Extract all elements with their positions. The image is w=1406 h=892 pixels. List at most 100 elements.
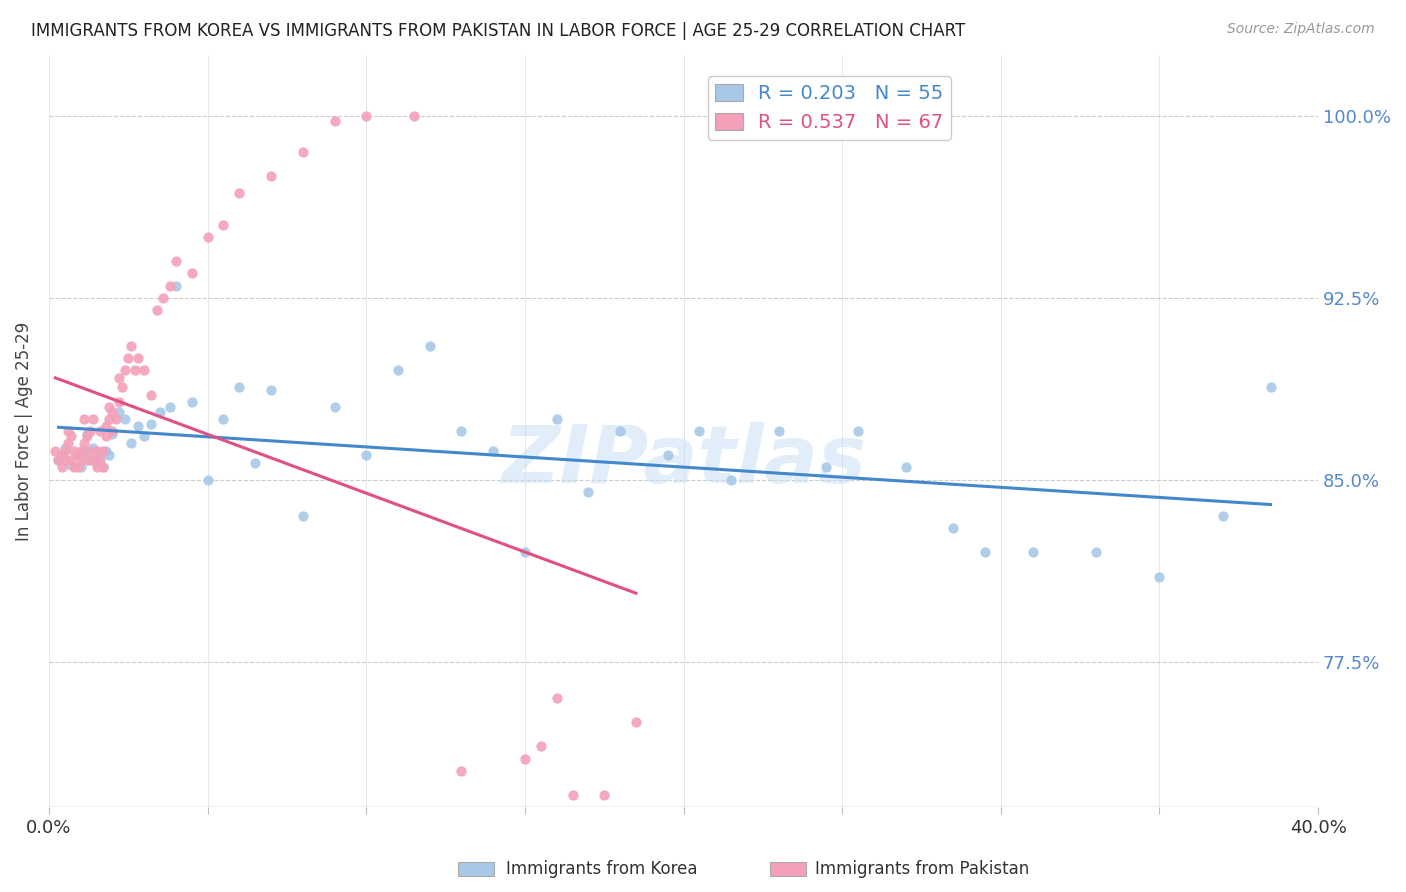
Point — [212, 218, 235, 232]
Point — [942, 521, 965, 535]
Point — [60, 458, 83, 472]
Point — [73, 443, 96, 458]
Point — [53, 443, 76, 458]
Point — [146, 302, 169, 317]
Point — [402, 109, 425, 123]
Point — [79, 443, 101, 458]
Point — [576, 484, 599, 499]
Point — [127, 419, 149, 434]
Point — [149, 405, 172, 419]
Point — [89, 424, 111, 438]
Point — [159, 278, 181, 293]
Text: Immigrants from Pakistan: Immigrants from Pakistan — [815, 860, 1029, 878]
Point — [82, 441, 104, 455]
Y-axis label: In Labor Force | Age 25-29: In Labor Force | Age 25-29 — [15, 321, 32, 541]
Point — [245, 456, 267, 470]
Point — [212, 412, 235, 426]
Point — [98, 400, 121, 414]
Point — [180, 267, 202, 281]
Point — [356, 448, 378, 462]
Point — [134, 363, 156, 377]
Point — [139, 388, 162, 402]
Point — [165, 278, 187, 293]
Point — [98, 448, 121, 462]
Point — [720, 473, 742, 487]
Point — [107, 405, 129, 419]
Point — [152, 291, 174, 305]
Point — [260, 169, 283, 184]
Point — [546, 412, 568, 426]
Point — [111, 380, 134, 394]
Point — [86, 456, 108, 470]
Point — [51, 460, 73, 475]
Point — [104, 412, 127, 426]
Point — [121, 339, 143, 353]
Point — [228, 186, 250, 201]
Point — [60, 429, 83, 443]
Point — [69, 443, 91, 458]
Point — [44, 443, 66, 458]
Text: ZIPatlas: ZIPatlas — [501, 422, 866, 500]
Point — [56, 436, 79, 450]
Point — [688, 424, 710, 438]
Text: Source: ZipAtlas.com: Source: ZipAtlas.com — [1227, 22, 1375, 37]
Point — [101, 426, 124, 441]
Point — [114, 363, 136, 377]
Point — [846, 424, 869, 438]
Point — [101, 424, 124, 438]
Point — [76, 426, 98, 441]
Point — [82, 453, 104, 467]
Point — [561, 788, 583, 802]
Point — [894, 460, 917, 475]
Point — [48, 453, 70, 467]
Point — [513, 545, 536, 559]
Point — [51, 448, 73, 462]
Point — [513, 751, 536, 765]
Point — [323, 113, 346, 128]
Point — [79, 424, 101, 438]
Point — [165, 254, 187, 268]
Point — [228, 380, 250, 394]
Legend: R = 0.203   N = 55, R = 0.537   N = 67: R = 0.203 N = 55, R = 0.537 N = 67 — [707, 76, 952, 140]
Point — [117, 351, 139, 366]
Point — [356, 109, 378, 123]
Point — [159, 400, 181, 414]
Point — [107, 370, 129, 384]
Point — [63, 443, 86, 458]
Point — [89, 448, 111, 462]
Point — [609, 424, 631, 438]
Point — [66, 448, 89, 462]
Point — [815, 460, 838, 475]
Point — [450, 764, 472, 778]
Point — [60, 453, 83, 467]
Point — [482, 443, 505, 458]
Point — [86, 460, 108, 475]
Point — [48, 453, 70, 467]
Point — [56, 424, 79, 438]
Point — [530, 739, 553, 754]
Point — [1149, 569, 1171, 583]
Point — [94, 429, 117, 443]
Point — [114, 412, 136, 426]
Point — [66, 460, 89, 475]
Point — [69, 460, 91, 475]
Point — [73, 412, 96, 426]
Point — [1021, 545, 1043, 559]
Point — [69, 453, 91, 467]
Point — [657, 448, 679, 462]
Point — [89, 453, 111, 467]
Point — [91, 460, 114, 475]
Point — [1085, 545, 1108, 559]
Point — [1260, 380, 1282, 394]
Point — [91, 460, 114, 475]
Point — [107, 395, 129, 409]
Point — [53, 441, 76, 455]
Point — [546, 690, 568, 705]
Point — [768, 424, 790, 438]
Point — [593, 788, 616, 802]
Point — [450, 424, 472, 438]
Text: IMMIGRANTS FROM KOREA VS IMMIGRANTS FROM PAKISTAN IN LABOR FORCE | AGE 25-29 COR: IMMIGRANTS FROM KOREA VS IMMIGRANTS FROM… — [31, 22, 965, 40]
Point — [124, 363, 146, 377]
Point — [180, 395, 202, 409]
Point — [94, 443, 117, 458]
